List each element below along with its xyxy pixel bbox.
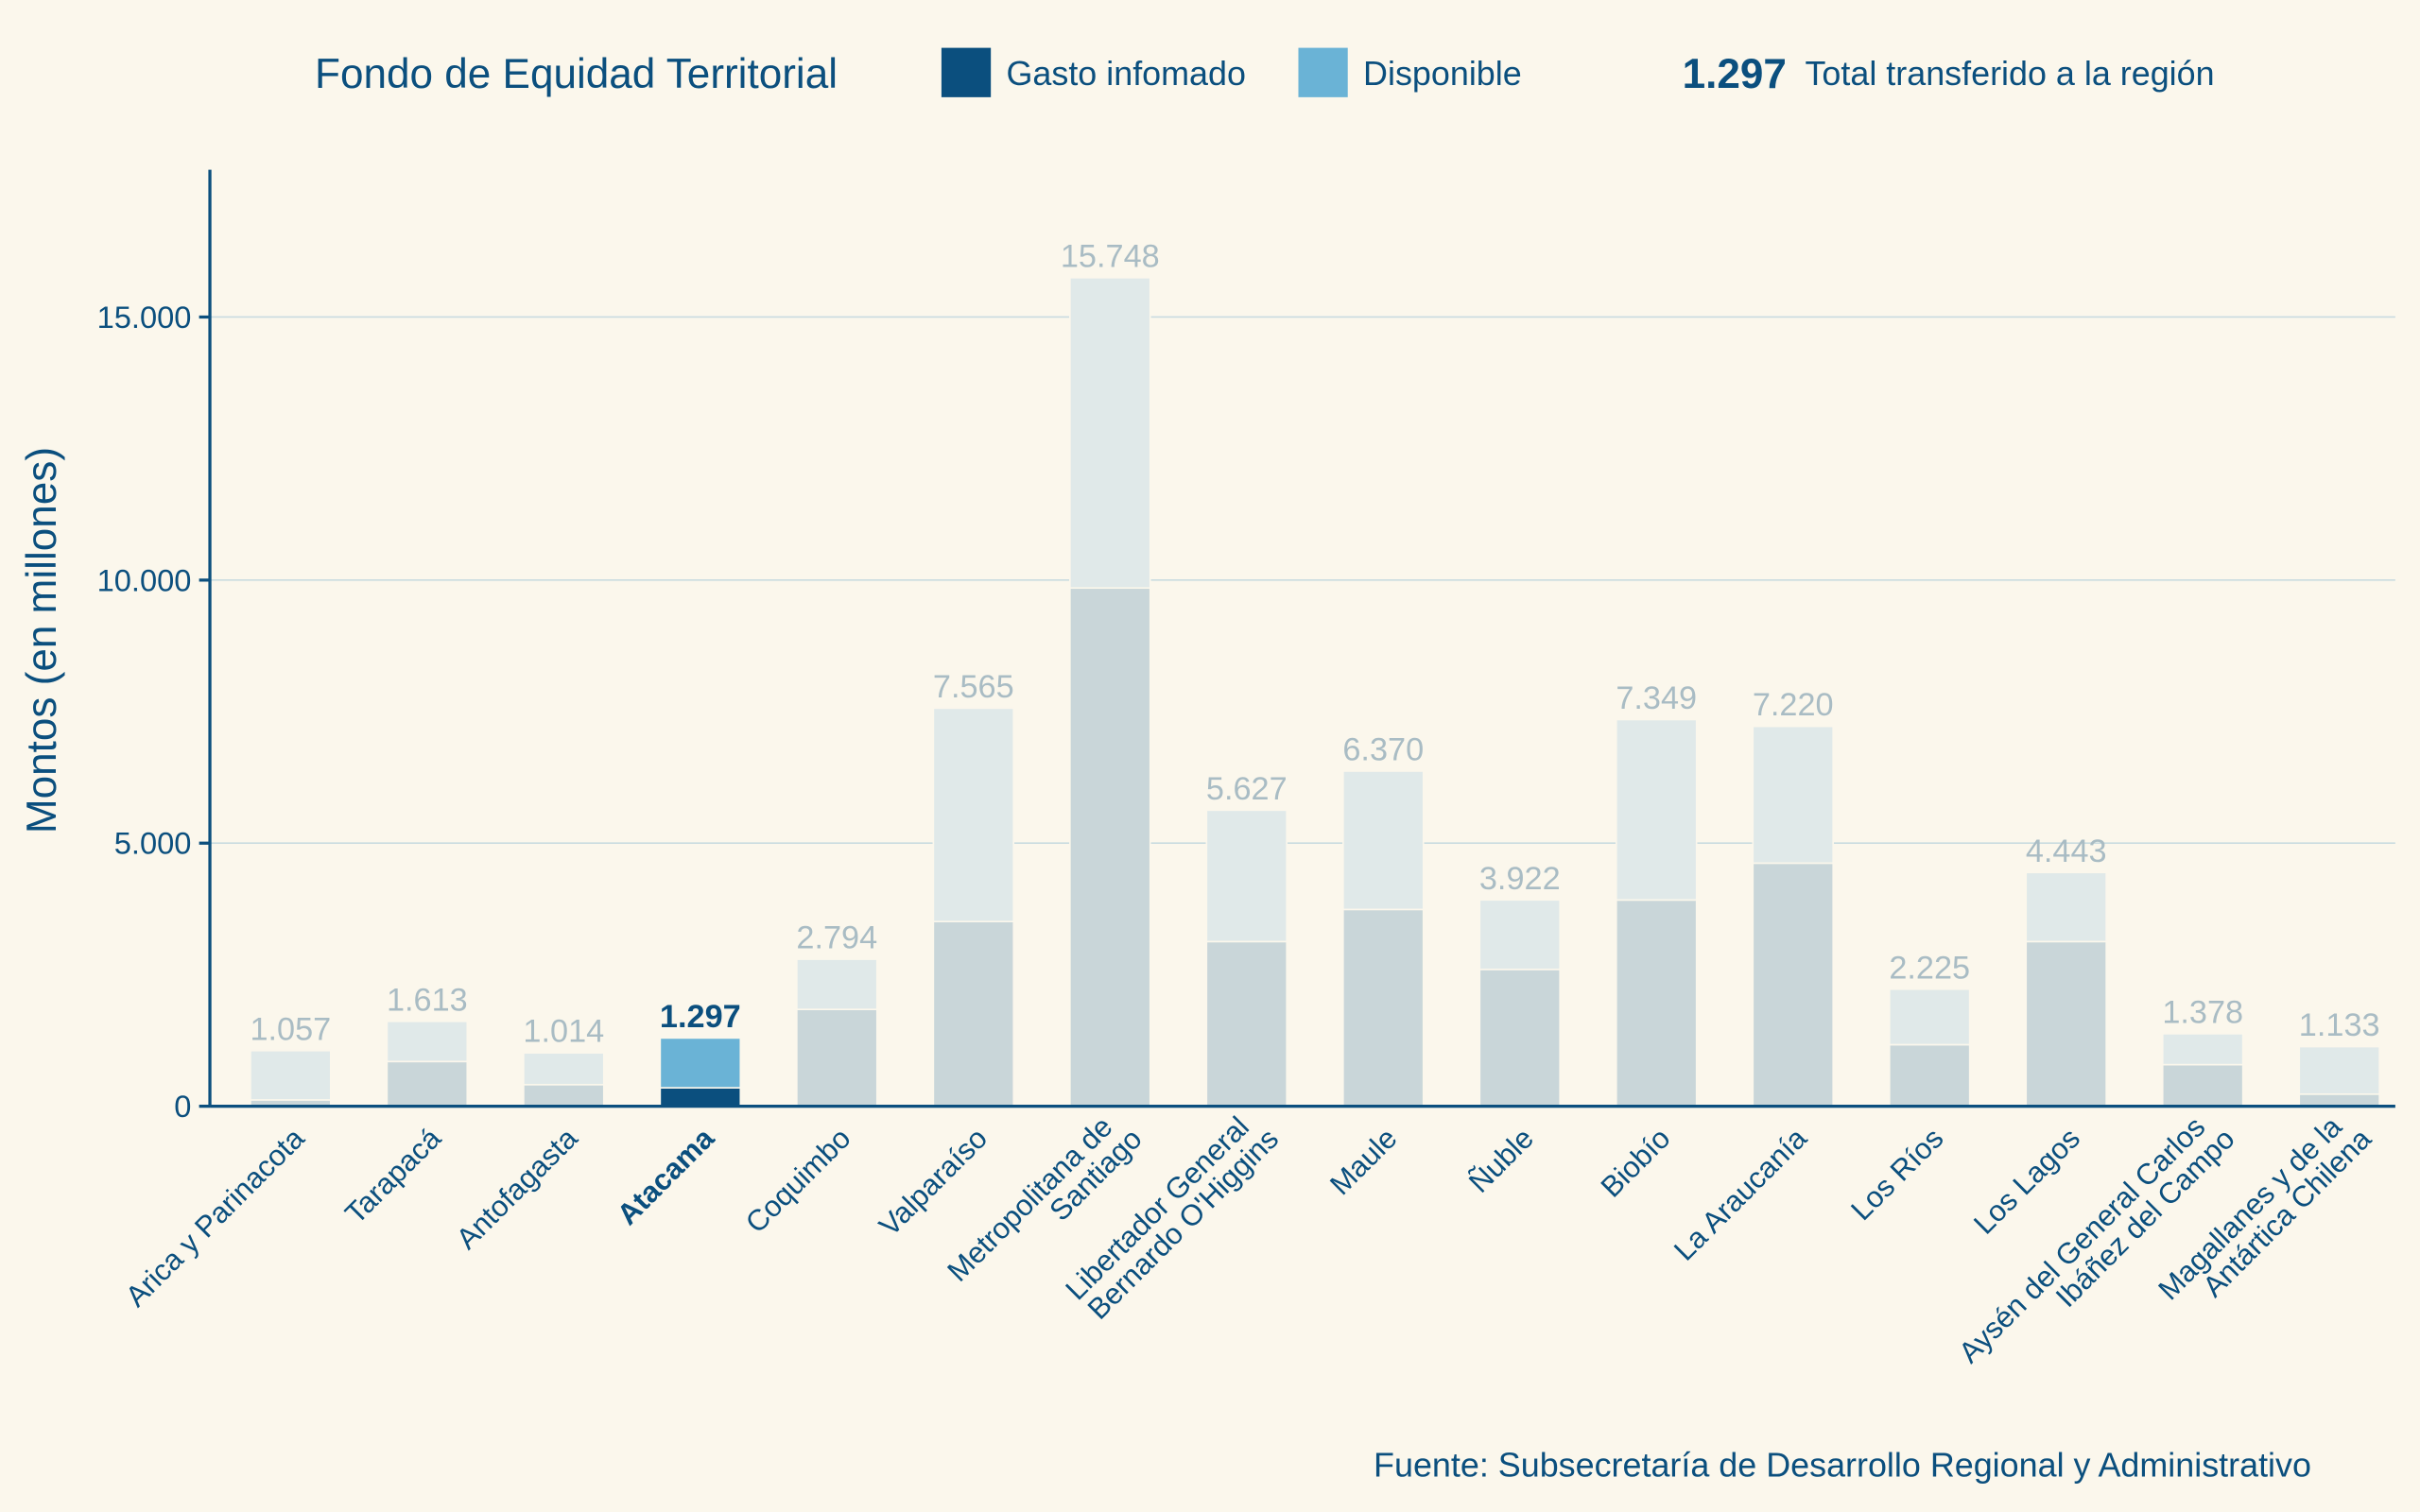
legend-total-label: Total transferido a la región — [1805, 54, 2214, 93]
legend-label: Gasto infomado — [1006, 54, 1245, 93]
bar-segment — [659, 1087, 742, 1108]
y-tick-label: 0 — [174, 1089, 191, 1124]
bar-segment — [1478, 899, 1562, 971]
total-label: 15.748 — [1061, 238, 1160, 274]
total-label: 7.565 — [933, 669, 1014, 705]
legend-total-value: 1.297 — [1683, 51, 1787, 97]
bar-segment — [2298, 1092, 2380, 1108]
bar-segment — [2025, 871, 2107, 943]
bar-segment — [1205, 809, 1288, 943]
total-label: 4.443 — [2026, 833, 2107, 869]
bar-segment — [2161, 1063, 2244, 1108]
bar-segment — [1478, 969, 1562, 1108]
total-label: 6.370 — [1342, 732, 1424, 768]
bar-segment — [1752, 862, 1834, 1108]
bar-segment — [796, 958, 878, 1010]
y-tick-label: 5.000 — [114, 826, 192, 861]
total-label: 1.133 — [2299, 1007, 2380, 1043]
total-label: 1.014 — [523, 1014, 604, 1050]
bar-segment — [2025, 940, 2107, 1108]
total-label: 1.057 — [250, 1011, 331, 1047]
total-label: 7.220 — [1753, 687, 1834, 723]
bar-segment — [796, 1008, 878, 1108]
bar-segment — [386, 1020, 469, 1063]
total-label: 1.613 — [387, 982, 468, 1018]
total-label: 5.627 — [1206, 771, 1288, 807]
bar-segment — [1069, 587, 1151, 1108]
total-label: 1.297 — [660, 999, 741, 1035]
bar-segment — [523, 1083, 605, 1108]
bar-segment — [1888, 1043, 1971, 1108]
bar-segment — [1888, 988, 1971, 1046]
legend-label: Disponible — [1363, 54, 1522, 93]
legend-swatch — [1298, 47, 1348, 97]
bar-segment — [1752, 725, 1834, 865]
source: Fuente: Subsecretaría de Desarrollo Regi… — [1374, 1445, 2311, 1484]
y-tick-label: 15.000 — [97, 300, 192, 335]
bar-segment — [1342, 908, 1425, 1108]
total-label: 3.922 — [1479, 861, 1561, 897]
bar-segment — [2298, 1045, 2380, 1095]
legend-swatch — [941, 47, 992, 97]
bar-segment — [523, 1052, 605, 1086]
total-label: 2.225 — [1889, 950, 1970, 986]
y-tick-label: 10.000 — [97, 562, 192, 597]
bar-segment — [932, 707, 1015, 923]
bar-segment — [1205, 940, 1288, 1108]
bar-segment — [659, 1037, 742, 1089]
bar-segment — [1615, 899, 1698, 1108]
y-axis-label: Montos (en millones) — [19, 447, 65, 833]
bar-segment — [2161, 1033, 2244, 1066]
bar-segment — [1342, 770, 1425, 911]
bar-segment — [1615, 718, 1698, 902]
chart-title: Fondo de Equidad Territorial — [315, 51, 838, 97]
bar-segment — [386, 1060, 469, 1108]
bar-segment — [932, 920, 1015, 1108]
total-label: 2.794 — [796, 920, 877, 956]
bar-segment — [1069, 277, 1151, 590]
bar-segment — [250, 1049, 332, 1101]
total-label: 1.378 — [2162, 994, 2243, 1030]
total-label: 7.349 — [1616, 680, 1697, 716]
